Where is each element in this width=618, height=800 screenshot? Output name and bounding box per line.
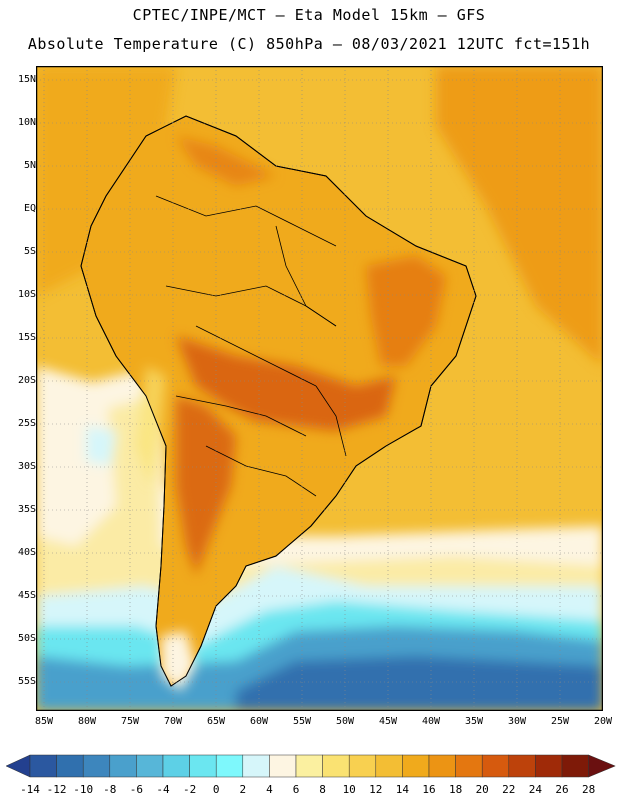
- colorbar-tick-label: 12: [369, 783, 383, 796]
- colorbar-tick-label: 24: [528, 783, 543, 796]
- latitude-label: 25S: [17, 418, 36, 429]
- colorbar-segment: [5, 754, 31, 778]
- colorbar-tick-label: 16: [422, 783, 436, 796]
- longitude-label: 40W: [421, 716, 441, 727]
- temp-field-andes-cold: [136, 366, 166, 486]
- temp-field-pacific-cold: [36, 366, 116, 546]
- colorbar-tick-label: 8: [319, 783, 326, 796]
- longitude-label: 25W: [550, 716, 570, 727]
- latitude-label: 35S: [17, 504, 36, 515]
- colorbar-segments: [5, 754, 616, 778]
- colorbar-tick-label: -6: [129, 783, 144, 796]
- latitude-label: 15N: [17, 74, 36, 85]
- latitude-label: 15S: [17, 332, 36, 343]
- colorbar-tick-label: 22: [502, 783, 516, 796]
- temp-field-blue: [236, 656, 603, 711]
- colorbar-tick-label: -8: [103, 783, 117, 796]
- latitude-label: 45S: [17, 590, 36, 601]
- colorbar-tick-label: 14: [395, 783, 410, 796]
- colorbar-tick-label: 26: [555, 783, 569, 796]
- colorbar-tick-label: -12: [46, 783, 67, 796]
- colorbar-tick-label: -4: [156, 783, 170, 796]
- latitude-label: 20S: [17, 375, 36, 386]
- colorbar-segment: [588, 754, 616, 778]
- colorbar-segment: [375, 754, 403, 778]
- colorbar-tick-label: -2: [182, 783, 197, 796]
- colorbar: [5, 754, 616, 778]
- colorbar-segment: [295, 754, 323, 778]
- longitude-label: 60W: [249, 716, 269, 727]
- title-line-1: CPTEC/INPE/MCT – Eta Model 15km – GFS: [132, 6, 486, 24]
- colorbar-segment: [82, 754, 111, 778]
- colorbar-segment: [242, 754, 270, 778]
- colorbar-segment: [29, 754, 57, 778]
- colorbar-tick-label: 6: [292, 783, 300, 796]
- colorbar-segment: [162, 754, 190, 778]
- longitude-label: 85W: [34, 716, 54, 727]
- colorbar-segment: [322, 754, 350, 778]
- temp-field-andes-hot: [176, 396, 236, 576]
- temperature-map: [36, 66, 603, 711]
- colorbar-segment: [136, 754, 164, 778]
- latitude-label: 30S: [17, 461, 36, 472]
- colorbar-segment: [109, 754, 137, 778]
- colorbar-tick-label: 0: [212, 783, 220, 796]
- temp-field-pacific-cyan: [86, 426, 116, 466]
- colorbar-segment: [348, 754, 377, 778]
- latitude-label: EQ: [23, 203, 36, 214]
- longitude-label: 80W: [77, 716, 97, 727]
- latitude-label: 5S: [23, 246, 36, 257]
- latitude-label: 10N: [17, 117, 36, 128]
- longitude-label: 75W: [120, 716, 140, 727]
- colorbar-segment: [428, 754, 456, 778]
- colorbar-segment: [56, 754, 84, 778]
- temp-field-pacific-north: [36, 66, 176, 296]
- colorbar-segment: [455, 754, 483, 778]
- colorbar-segment: [561, 754, 589, 778]
- colorbar-segment: [402, 754, 430, 778]
- latitude-label: 5N: [23, 160, 36, 171]
- latitude-label: 50S: [17, 633, 36, 644]
- longitude-label: 55W: [292, 716, 312, 727]
- colorbar-tick-label: 10: [342, 783, 356, 796]
- colorbar-segment: [535, 754, 563, 778]
- temp-field-patagonia-cold: [161, 631, 196, 691]
- colorbar-segment: [481, 754, 510, 778]
- colorbar-tick-label: -10: [73, 783, 94, 796]
- temp-field-brazil-east: [366, 256, 446, 366]
- colorbar-segment: [215, 754, 244, 778]
- colorbar-tick-label: -14: [20, 783, 40, 796]
- longitude-label: 65W: [206, 716, 226, 727]
- coastline: [80, 115, 477, 687]
- latitude-label: 55S: [17, 676, 36, 687]
- graticule: [36, 66, 603, 711]
- latitude-label: 10S: [17, 289, 36, 300]
- longitude-label: 30W: [507, 716, 527, 727]
- colorbar-tick-label: 2: [239, 783, 247, 796]
- colorbar-tick-label: 28: [581, 783, 596, 796]
- colorbar-segment: [269, 754, 297, 778]
- national-borders: [155, 195, 347, 497]
- colorbar-tick-label: 18: [448, 783, 463, 796]
- longitude-label: 70W: [163, 716, 183, 727]
- colorbar-segment: [508, 754, 536, 778]
- latitude-label: 40S: [17, 547, 36, 558]
- longitude-label: 35W: [464, 716, 484, 727]
- map-frame: [36, 66, 603, 711]
- longitude-label: 20W: [593, 716, 613, 727]
- colorbar-segment: [189, 754, 217, 778]
- temp-field-atlantic-warm: [436, 66, 603, 366]
- title-line-2: Absolute Temperature (C) 850hPa – 08/03/…: [27, 35, 591, 53]
- colorbar-tick-label: 4: [266, 783, 273, 796]
- longitude-label: 50W: [335, 716, 355, 727]
- longitude-label: 45W: [378, 716, 398, 727]
- colorbar-tick-label: 20: [475, 783, 489, 796]
- temp-field-guiana: [176, 136, 276, 186]
